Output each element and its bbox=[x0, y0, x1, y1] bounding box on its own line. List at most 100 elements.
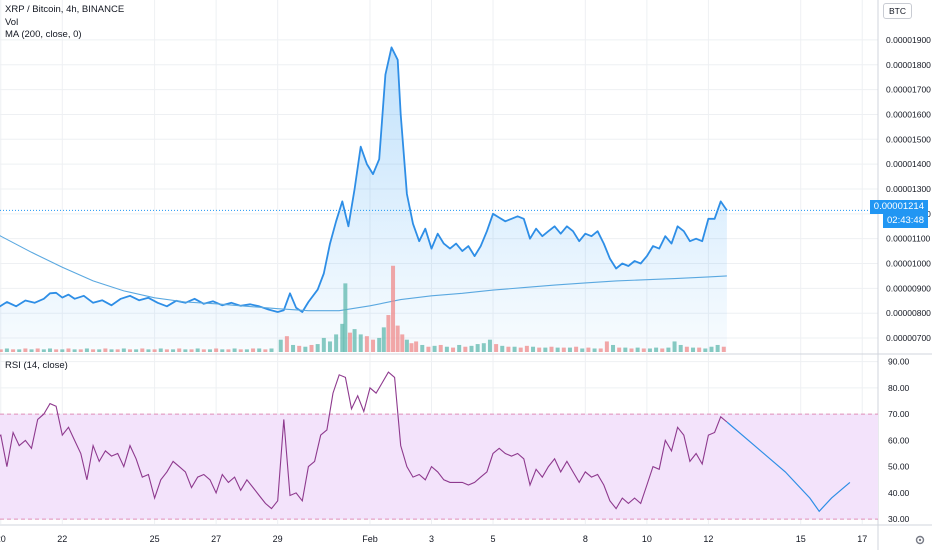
volume-bar bbox=[580, 348, 585, 352]
time-tick-label: Feb bbox=[362, 534, 378, 544]
volume-bar bbox=[586, 347, 591, 352]
volume-bar bbox=[500, 345, 505, 352]
volume-bar bbox=[451, 347, 456, 352]
volume-bar bbox=[66, 348, 71, 352]
volume-bar bbox=[371, 339, 376, 352]
volume-bar bbox=[409, 343, 414, 352]
volume-bar bbox=[321, 337, 326, 352]
volume-bar bbox=[391, 265, 396, 352]
rsi-series-line[interactable] bbox=[0, 371, 728, 510]
price-axis[interactable]: 0.00000700 0.00000800 0.00000900 0.00001000… bbox=[886, 35, 931, 343]
time-axis[interactable]: 20 22 25 27 29 Feb 3 5 8 10 12 15 17 bbox=[0, 534, 867, 544]
volume-legend[interactable]: Vol bbox=[5, 16, 19, 28]
rsi-pane[interactable] bbox=[0, 371, 878, 520]
volume-bar bbox=[127, 349, 132, 352]
volume-bar bbox=[60, 349, 65, 352]
rsi-tick-label: 90.00 bbox=[888, 357, 910, 367]
price-pane[interactable] bbox=[0, 46, 878, 352]
volume-bar bbox=[377, 337, 382, 352]
volume-bar bbox=[549, 346, 554, 352]
volume-bar bbox=[561, 347, 566, 352]
time-tick-label: 25 bbox=[150, 534, 160, 544]
gear-icon[interactable] bbox=[914, 534, 926, 546]
price-series-line[interactable] bbox=[0, 46, 728, 315]
volume-bar bbox=[715, 344, 720, 352]
volume-bar bbox=[263, 349, 268, 352]
volume-bar bbox=[617, 347, 622, 352]
volume-bar bbox=[226, 349, 231, 352]
volume-bar bbox=[400, 334, 405, 352]
volume-bar bbox=[352, 329, 357, 352]
volume-bar bbox=[158, 348, 163, 352]
volume-bar bbox=[684, 346, 689, 352]
volume-bar bbox=[524, 345, 529, 352]
time-tick-label: 27 bbox=[211, 534, 221, 544]
price-tick-label: 0.00001300 bbox=[886, 184, 931, 194]
volume-bar bbox=[543, 347, 548, 352]
volume-bar bbox=[598, 348, 603, 352]
volume-bar bbox=[134, 349, 139, 352]
volume-bar bbox=[386, 315, 391, 352]
volume-bar bbox=[54, 349, 59, 352]
volume-bar bbox=[4, 348, 9, 352]
volume-bar bbox=[78, 349, 83, 352]
rsi-projection-line[interactable] bbox=[726, 421, 851, 513]
time-tick-label: 5 bbox=[491, 534, 496, 544]
volume-bar bbox=[567, 347, 572, 352]
time-tick-label: 17 bbox=[857, 534, 867, 544]
symbol-title[interactable]: XRP / Bitcoin, 4h, BINANCE bbox=[5, 4, 125, 15]
price-area bbox=[0, 47, 727, 352]
volume-bar bbox=[531, 346, 536, 352]
rsi-tick-label: 30.00 bbox=[888, 514, 910, 524]
volume-bar bbox=[494, 344, 499, 352]
price-tick-label: 0.00000800 bbox=[886, 308, 931, 318]
volume-bar bbox=[426, 346, 431, 352]
volume-bar bbox=[201, 349, 206, 352]
volume-bar bbox=[91, 349, 96, 352]
volume-bar bbox=[506, 346, 511, 352]
volume-bar bbox=[432, 345, 437, 352]
price-tick-label: 0.00001000 bbox=[886, 259, 931, 269]
volume-bar bbox=[140, 348, 145, 352]
price-tick-label: 0.00001700 bbox=[886, 85, 931, 95]
volume-bar bbox=[11, 349, 16, 352]
volume-bar bbox=[414, 341, 419, 352]
volume-bar bbox=[146, 349, 151, 352]
volume-bar bbox=[481, 343, 486, 352]
volume-bar bbox=[278, 339, 283, 352]
ma-series-line[interactable] bbox=[0, 219, 727, 312]
price-tick-label: 0.00001900 bbox=[886, 35, 931, 45]
volume-bar bbox=[623, 347, 628, 352]
volume-bar bbox=[574, 346, 579, 352]
volume-bar bbox=[444, 346, 449, 352]
time-tick-label: 3 bbox=[429, 534, 434, 544]
volume-bar bbox=[164, 349, 169, 352]
rsi-tick-label: 40.00 bbox=[888, 488, 910, 498]
volume-bar bbox=[635, 347, 640, 352]
volume-bar bbox=[29, 349, 34, 352]
volume-bar bbox=[232, 348, 237, 352]
chart-legend: XRP / Bitcoin, 4h, BINANCE Vol MA (200, … bbox=[5, 4, 124, 42]
currency-label[interactable]: BTC bbox=[883, 3, 912, 19]
price-tick-label: 0.00001600 bbox=[886, 109, 931, 119]
volume-bar bbox=[647, 348, 652, 352]
volume-bar bbox=[251, 348, 256, 352]
volume-bar bbox=[641, 348, 646, 352]
volume-bar bbox=[115, 349, 120, 352]
rsi-legend[interactable]: RSI (14, close) bbox=[5, 360, 68, 371]
volume-bar bbox=[41, 349, 46, 352]
time-tick-label: 10 bbox=[642, 534, 652, 544]
volume-bar bbox=[269, 348, 274, 352]
volume-bar bbox=[220, 349, 225, 352]
volume-bar bbox=[84, 348, 89, 352]
volume-bar bbox=[660, 348, 665, 352]
volume-bar bbox=[23, 348, 28, 352]
ma-legend[interactable]: MA (200, close, 0) bbox=[5, 29, 82, 40]
volume-bar bbox=[327, 341, 332, 352]
volume-bar bbox=[315, 344, 320, 352]
rsi-axis[interactable]: 30.00 40.00 50.00 60.00 70.00 80.00 90.00 bbox=[888, 357, 910, 525]
rsi-band bbox=[0, 414, 878, 520]
volume-bar bbox=[512, 346, 517, 352]
volume-bar bbox=[97, 349, 102, 352]
